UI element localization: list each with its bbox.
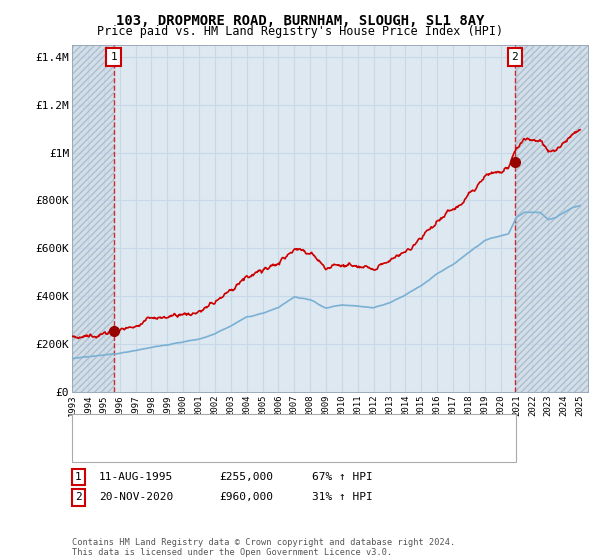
Text: 31% ↑ HPI: 31% ↑ HPI (312, 492, 373, 502)
Text: 103, DROPMORE ROAD, BURNHAM, SLOUGH, SL1 8AY: 103, DROPMORE ROAD, BURNHAM, SLOUGH, SL1… (116, 14, 484, 28)
Bar (515, 45, 588, 392)
Bar (515, 45, 588, 392)
Text: 1: 1 (110, 52, 117, 62)
Text: 2: 2 (512, 52, 518, 62)
Text: Price paid vs. HM Land Registry's House Price Index (HPI): Price paid vs. HM Land Registry's House … (97, 25, 503, 38)
Bar (72, 45, 113, 392)
Text: £960,000: £960,000 (219, 492, 273, 502)
Text: HPI: Average price, detached house, Buckinghamshire: HPI: Average price, detached house, Buck… (109, 444, 428, 454)
Text: 20-NOV-2020: 20-NOV-2020 (99, 492, 173, 502)
Text: Contains HM Land Registry data © Crown copyright and database right 2024.
This d: Contains HM Land Registry data © Crown c… (72, 538, 455, 557)
Bar (72, 45, 113, 392)
Text: £255,000: £255,000 (219, 472, 273, 482)
Text: 1: 1 (75, 472, 82, 482)
Text: 2: 2 (75, 492, 82, 502)
Bar (72, 45, 113, 392)
Text: 11-AUG-1995: 11-AUG-1995 (99, 472, 173, 482)
Text: 67% ↑ HPI: 67% ↑ HPI (312, 472, 373, 482)
Text: 103, DROPMORE ROAD, BURNHAM, SLOUGH, SL1 8AY (detached house): 103, DROPMORE ROAD, BURNHAM, SLOUGH, SL1… (109, 423, 490, 433)
